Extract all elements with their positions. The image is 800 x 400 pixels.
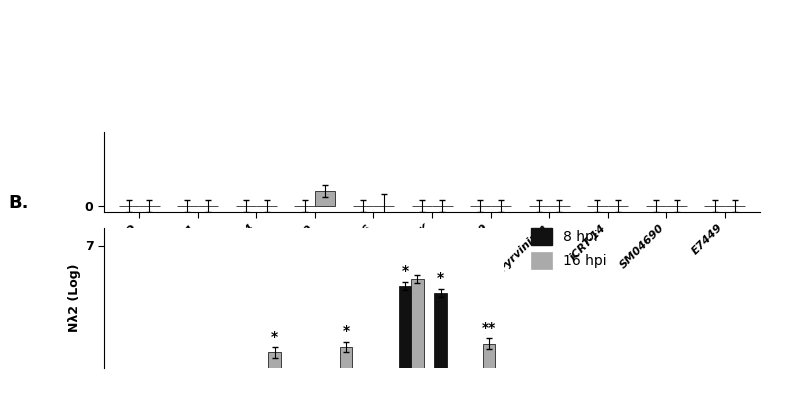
Bar bbox=[411, 279, 424, 400]
Bar bbox=[340, 347, 352, 400]
Bar bbox=[434, 293, 447, 400]
Text: *: * bbox=[271, 330, 278, 344]
Text: B.: B. bbox=[8, 194, 29, 212]
Bar bbox=[315, 191, 335, 206]
Text: **: ** bbox=[482, 321, 496, 335]
Text: *: * bbox=[342, 324, 350, 338]
Text: *: * bbox=[437, 271, 444, 285]
Text: *: * bbox=[402, 264, 409, 278]
Y-axis label: Nλ2 (Log): Nλ2 (Log) bbox=[68, 264, 81, 332]
Bar bbox=[482, 344, 495, 400]
Bar bbox=[268, 352, 281, 400]
Bar bbox=[398, 286, 411, 400]
Legend: 8 hpi, 16 hpi: 8 hpi, 16 hpi bbox=[531, 228, 606, 269]
